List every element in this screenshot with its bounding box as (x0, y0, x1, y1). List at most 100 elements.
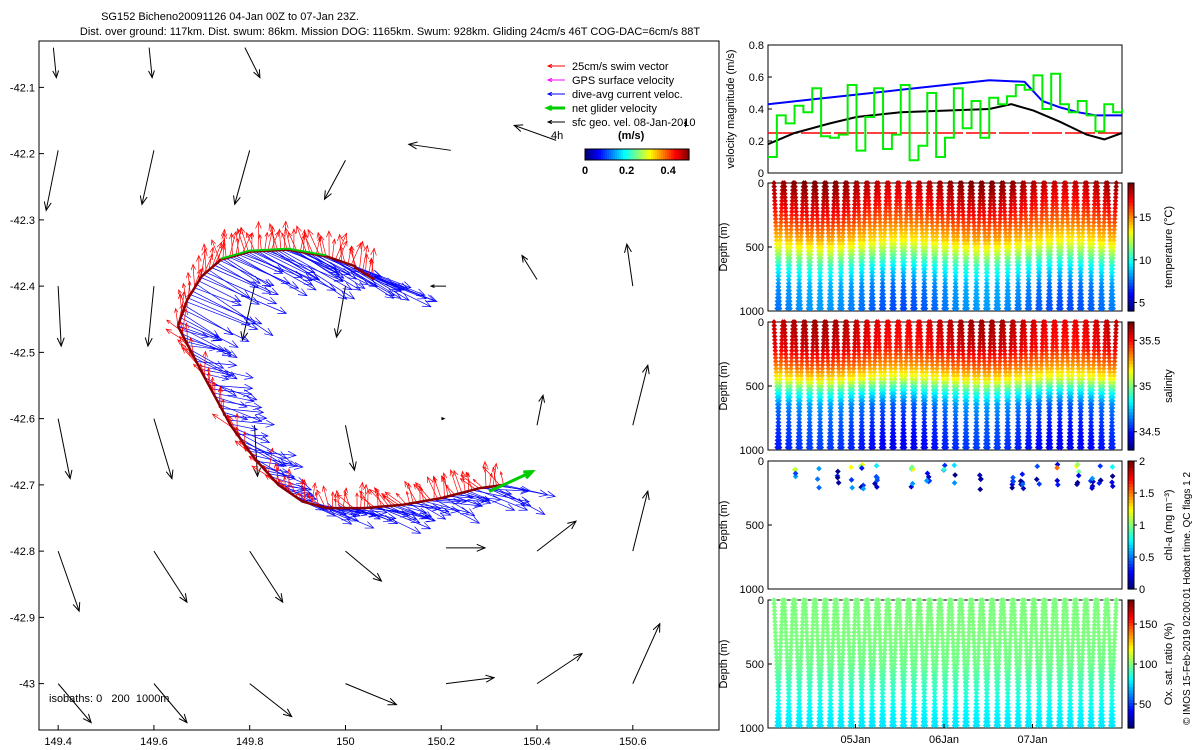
current-vector-head (246, 316, 257, 324)
current-vector (214, 264, 279, 295)
swim-vector (304, 232, 311, 254)
swim-vector-head (297, 492, 302, 497)
current-vector (268, 473, 295, 479)
velocity-ylabel: velocity magnitude (m/s) (725, 49, 737, 168)
swim-vector (182, 283, 187, 302)
geostrophic-vector (234, 150, 251, 205)
current-vector-head (421, 512, 432, 520)
swim-vector (236, 238, 240, 255)
swim-vector-head (288, 231, 293, 238)
current-vector-head (264, 278, 275, 287)
current-vector (360, 507, 398, 524)
swim-vector (204, 351, 206, 378)
velocity-y-label: 0.6 (749, 72, 764, 84)
geostrophic-vector-head (573, 652, 584, 662)
current-vector-head (261, 279, 272, 288)
swim-vector (413, 484, 428, 501)
swim-vector-head (349, 248, 354, 255)
swim-vector-head (166, 319, 171, 324)
current-vector-head (337, 291, 348, 300)
current-vector (332, 507, 361, 517)
swim-vector (362, 245, 368, 273)
current-vector (219, 260, 274, 286)
current-vector (374, 279, 410, 301)
swim-vector-head (499, 470, 503, 476)
swim-vector-head (181, 282, 187, 289)
geostrophic-vector (249, 683, 293, 718)
isobaths-note: isobaths: 0 200 1000m (49, 693, 169, 705)
current-vector-head (442, 508, 452, 516)
geostrophic-vector-head (282, 708, 293, 718)
current-vector (206, 272, 277, 305)
current-vector (189, 349, 224, 369)
geostrophic-vector-head (538, 393, 546, 403)
swim-vector (307, 229, 320, 256)
current-vector-head (425, 514, 436, 522)
current-vector (468, 490, 515, 511)
temperature-y-label: 0 (758, 178, 764, 190)
current-vector-head (287, 450, 297, 459)
swim-vector (211, 239, 221, 261)
swim-vector-head (333, 498, 338, 503)
swim-vector (359, 490, 372, 508)
swim-vector-head (277, 479, 285, 486)
current-vector (419, 501, 451, 516)
swim-vector-head (359, 490, 365, 496)
swim-vector-head (249, 231, 255, 238)
current-vector (365, 273, 435, 302)
map-content (43, 47, 688, 724)
current-vector-head (351, 282, 362, 291)
swim-vector-head (363, 483, 369, 491)
current-vector (217, 262, 259, 289)
current-vector (262, 467, 288, 473)
geostrophic-vector (148, 47, 153, 78)
current-vector-head (364, 521, 375, 529)
current-vector (388, 505, 417, 520)
geostrophic-vector-head (624, 242, 632, 253)
y-tick-label: -43 (19, 679, 35, 691)
swim-vector-head (208, 253, 213, 260)
y-tick-label: -42.4 (10, 281, 35, 293)
geostrophic-vector (345, 550, 382, 582)
geostrophic-vector-head (476, 543, 487, 552)
current-vector (314, 504, 352, 525)
swim-vector-head (330, 491, 335, 496)
velocity-y-label: 0.4 (749, 104, 764, 116)
title-line2: Dist. over ground: 117km. Dist. swum: 86… (80, 26, 700, 38)
net-glider-velocity (488, 470, 533, 493)
current-vector-head (250, 425, 259, 432)
current-vector-head (238, 401, 248, 409)
current-vector-head (465, 508, 476, 517)
temperature-colorbar-cell (1128, 183, 1134, 187)
swim-vector-head (179, 335, 184, 341)
current-vector (332, 258, 378, 287)
current-vector-head (212, 333, 223, 341)
geostrophic-vector-head (82, 713, 92, 724)
current-vector-head (483, 495, 491, 502)
swim-vector (396, 493, 407, 505)
geostrophic-vector (141, 150, 155, 205)
colorbar-title: (m/s) (618, 130, 645, 142)
swim-vector-head (432, 475, 438, 483)
current-vector (238, 254, 283, 274)
swim-vector (364, 254, 368, 275)
swim-vector-head (365, 489, 371, 495)
legend-label-0: 25cm/s swim vector (572, 61, 669, 73)
swim-vector-head (210, 376, 215, 382)
swim-vector-head (491, 466, 497, 473)
geostrophic-vector (514, 124, 557, 141)
swim-vector-head (301, 229, 307, 236)
x-tick-label: 150 (336, 736, 354, 748)
swim-vector (500, 471, 504, 485)
current-vector-head (384, 290, 395, 299)
current-vector (237, 434, 268, 437)
current-vector-head (251, 275, 261, 284)
current-vector (248, 251, 317, 291)
swim-vector-head (472, 478, 477, 483)
swim-vector-head (235, 426, 240, 431)
swim-vector (367, 489, 369, 508)
current-vector (261, 250, 320, 281)
velocity-y-label: 0.2 (749, 136, 764, 148)
